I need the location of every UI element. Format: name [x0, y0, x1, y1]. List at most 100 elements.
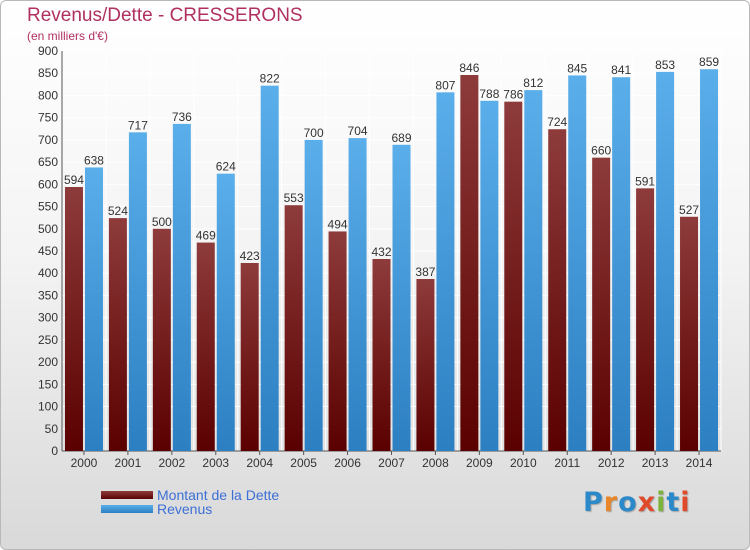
x-tick-label: 2002: [158, 456, 185, 470]
legend-item-revenue: Revenus: [101, 501, 212, 517]
x-tick-label: 2003: [202, 456, 229, 470]
debt-value-label: 494: [328, 217, 348, 231]
y-tick-label: 600: [38, 177, 58, 191]
proxiti-logo: Proxiti: [583, 487, 691, 518]
debt-bar: [504, 101, 523, 452]
revenue-value-label: 638: [84, 153, 104, 167]
revenue-value-label: 845: [567, 61, 587, 75]
x-tick-label: 2010: [510, 456, 537, 470]
logo-letter: t: [666, 487, 681, 518]
revenue-bar: [700, 69, 719, 451]
debt-value-label: 469: [196, 229, 216, 243]
debt-value-label: 846: [459, 61, 479, 75]
logo-letter: i: [680, 487, 691, 518]
revenue-value-label: 822: [260, 72, 280, 86]
debt-bar: [240, 263, 259, 451]
y-tick-label: 350: [38, 288, 58, 302]
revenue-value-label: 689: [391, 131, 411, 145]
revenue-value-label: 736: [172, 110, 192, 124]
revenue-bar: [480, 100, 499, 452]
revenue-bar: [392, 144, 411, 451]
legend-item-debt: Montant de la Dette: [101, 487, 279, 503]
debt-value-label: 786: [503, 88, 523, 102]
revenue-value-label: 717: [128, 118, 148, 132]
revenue-bar: [612, 77, 631, 451]
debt-value-label: 527: [679, 203, 699, 217]
debt-bar: [328, 231, 347, 451]
revenue-bar: [216, 173, 235, 451]
revenue-value-label: 812: [523, 76, 543, 90]
revenue-value-label: 841: [611, 63, 631, 77]
grid-lines: [61, 50, 722, 455]
y-tick-label: 800: [38, 88, 58, 102]
y-tick-label: 200: [38, 355, 58, 369]
debt-value-label: 660: [591, 144, 611, 158]
y-tick-label: 650: [38, 155, 58, 169]
y-tick-label: 850: [38, 66, 58, 80]
revenue-bar: [348, 138, 367, 451]
debt-swatch: [101, 491, 153, 499]
revenue-value-label: 788: [479, 87, 499, 101]
logo-letter: P: [583, 487, 604, 518]
logo-letter: o: [618, 487, 638, 518]
debt-value-label: 594: [64, 173, 84, 187]
x-tick-label: 2001: [115, 456, 142, 470]
debt-bar: [372, 259, 391, 451]
debt-bar: [196, 242, 215, 451]
y-tick-label: 250: [38, 333, 58, 347]
legend-label-revenue: Revenus: [157, 501, 213, 517]
x-tick-label: 2009: [466, 456, 493, 470]
debt-value-label: 724: [547, 115, 567, 129]
revenue-value-label: 704: [348, 124, 368, 138]
revenue-value-label: 859: [699, 55, 719, 69]
debt-bar: [108, 218, 127, 451]
x-tick-label: 2007: [378, 456, 405, 470]
debt-value-label: 500: [152, 215, 172, 229]
labels: 0 50 100 150 200 250 300 350 400 450 500 550 600 650 7…: [38, 44, 719, 470]
debt-bar: [680, 216, 699, 451]
revenue-bar: [304, 139, 323, 451]
debt-bar: [416, 279, 435, 451]
revenue-bar: [524, 90, 543, 451]
y-tick-label: 450: [38, 244, 58, 258]
debt-bar: [636, 188, 655, 452]
x-tick-label: 2005: [290, 456, 317, 470]
debt-bar: [64, 187, 83, 451]
logo-letter: r: [603, 487, 619, 518]
revenue-value-label: 624: [216, 160, 236, 174]
revenue-swatch: [101, 505, 153, 513]
y-tick-label: 100: [38, 400, 58, 414]
y-tick-label: 400: [38, 266, 58, 280]
bars: [64, 69, 719, 452]
y-tick-label: 750: [38, 111, 58, 125]
revenue-bar: [568, 75, 587, 451]
debt-value-label: 591: [635, 174, 655, 188]
revenue-bar: [436, 92, 455, 451]
y-tick-label: 550: [38, 200, 58, 214]
x-tick-label: 2000: [71, 456, 98, 470]
chart-subtitle: (en milliers d'€): [27, 29, 108, 43]
y-tick-label: 300: [38, 311, 58, 325]
debt-bar: [548, 129, 567, 451]
x-tick-label: 2006: [334, 456, 361, 470]
debt-value-label: 387: [415, 265, 435, 279]
debt-value-label: 553: [284, 191, 304, 205]
y-tick-label: 150: [38, 377, 58, 391]
x-tick-label: 2004: [246, 456, 273, 470]
logo-letter: i: [656, 487, 667, 518]
debt-bar: [592, 157, 611, 451]
revenue-value-label: 807: [435, 78, 455, 92]
x-tick-label: 2011: [554, 456, 580, 470]
y-tick-label: 900: [38, 44, 58, 58]
logo-letter: x: [637, 487, 657, 518]
debt-value-label: 432: [371, 245, 391, 259]
revenue-bar: [172, 123, 191, 451]
legend-label-debt: Montant de la Dette: [157, 487, 280, 503]
y-tick-label: 500: [38, 222, 58, 236]
revenue-bar: [84, 167, 103, 451]
x-tick-label: 2012: [598, 456, 625, 470]
revenue-value-label: 700: [304, 126, 324, 140]
y-tick-label: 50: [45, 422, 59, 436]
